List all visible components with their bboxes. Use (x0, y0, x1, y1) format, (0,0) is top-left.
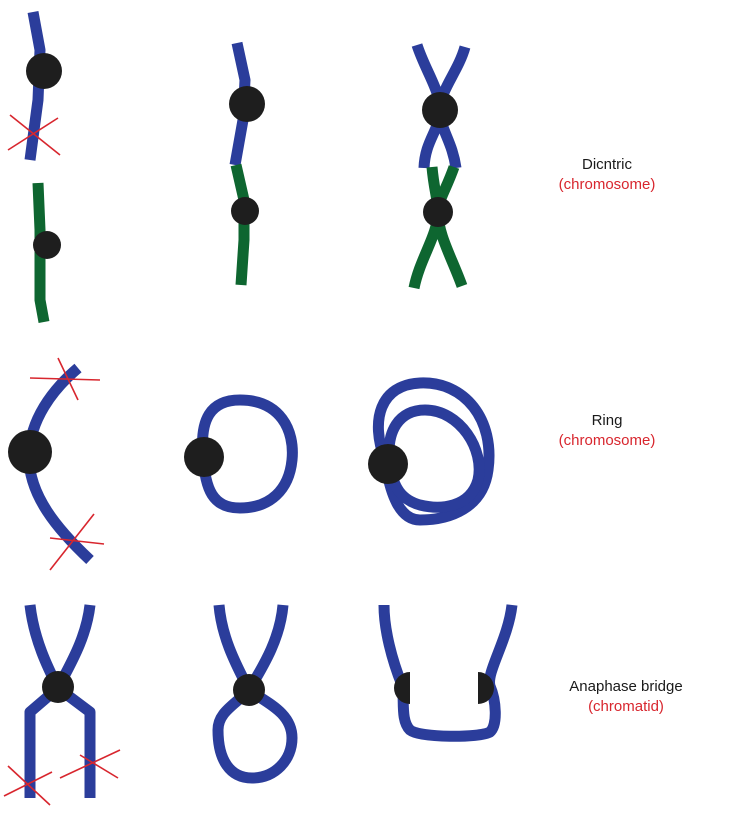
centromere (394, 672, 410, 704)
ring-chromosome (197, 394, 298, 514)
green-chromosome (32, 182, 50, 323)
ring-label: Ring (chromosome) (517, 411, 697, 451)
centromere (184, 437, 224, 477)
centromere (231, 197, 259, 225)
label-subtitle: (chromosome) (558, 176, 656, 193)
label-name: Anaphase bridge (569, 678, 683, 695)
label-name: Ring (591, 412, 623, 429)
break-mark (29, 357, 101, 401)
break-mark (7, 114, 61, 156)
ring-chromatid-outer (372, 377, 495, 526)
centromere (368, 444, 408, 484)
break-mark (3, 765, 53, 806)
green-chromosome (230, 163, 250, 286)
anaphase-bridge-label: Anaphase bridge (chromatid) (536, 677, 716, 717)
ring-step-2 (184, 394, 298, 514)
centromere (478, 672, 494, 704)
ring-step-3 (368, 377, 495, 526)
ring-chromatid-inner (383, 404, 485, 513)
anaphase-step-2 (212, 604, 298, 784)
label-subtitle: (chromosome) (558, 432, 656, 449)
ring-step-1 (8, 357, 105, 571)
bridge-chromatid (378, 604, 518, 742)
blue-chromatid (54, 683, 96, 798)
dicentric-step-1 (7, 11, 62, 323)
anaphase-step-1 (3, 604, 121, 806)
break-mark (59, 749, 121, 779)
anaphase-step-3 (378, 604, 518, 742)
centromere (229, 86, 265, 122)
label-subtitle: (chromatid) (588, 698, 664, 715)
centromere (422, 92, 458, 128)
centromere (33, 231, 61, 259)
break-mark (49, 513, 105, 571)
centromere (42, 671, 74, 703)
dicentric-label: Dicntric (chromosome) (517, 155, 697, 195)
dicentric-step-3 (408, 43, 471, 290)
fused-chromatid-loop (212, 684, 298, 784)
centromere (423, 197, 453, 227)
centromere (26, 53, 62, 89)
dicentric-step-2 (229, 41, 265, 286)
centromere (8, 430, 52, 474)
centromere (233, 674, 265, 706)
label-name: Dicntric (581, 156, 632, 173)
